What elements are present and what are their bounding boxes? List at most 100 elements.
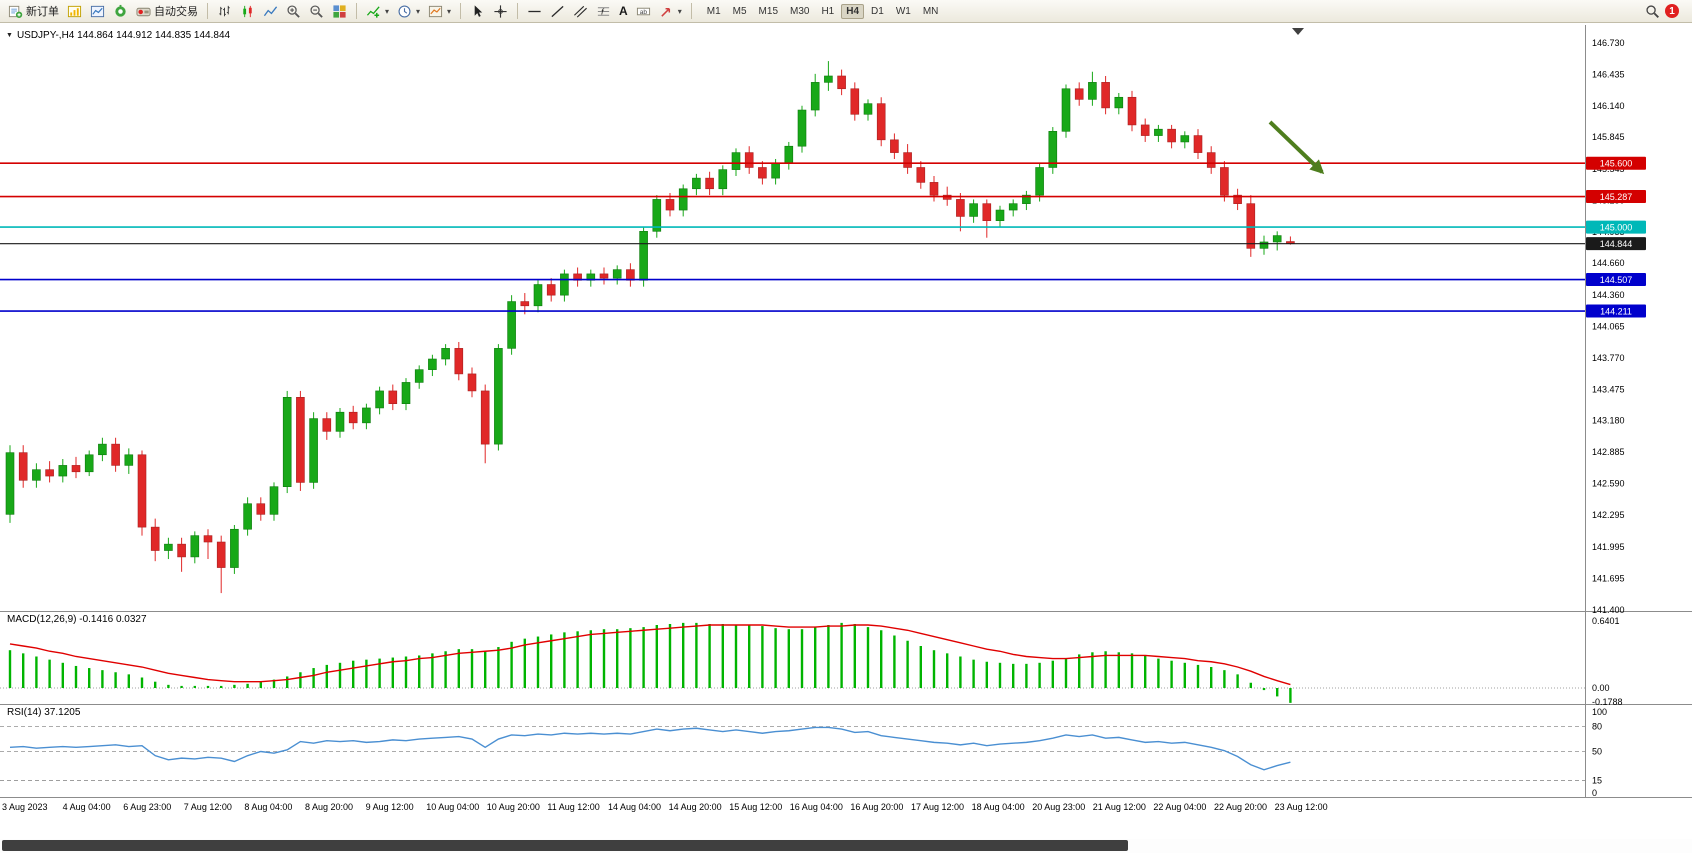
rsi-label: RSI(14) 37.1205	[7, 707, 81, 718]
rsi-scale-label: 50	[1592, 747, 1602, 757]
channel-button[interactable]	[570, 2, 591, 20]
trend-arrow[interactable]	[1268, 120, 1325, 175]
scrollbar-thumb[interactable]	[2, 840, 1128, 851]
search-button[interactable]	[1642, 2, 1663, 20]
timeframe-button-mn[interactable]: MN	[922, 5, 939, 17]
timeframe-button-h1[interactable]: H1	[821, 5, 835, 17]
candle-down	[1101, 82, 1110, 109]
timeframe-button-m30[interactable]: M30	[790, 5, 810, 17]
horizontal-scrollbar[interactable]	[0, 839, 1692, 853]
indicators-button[interactable]: ▾	[363, 2, 392, 20]
price-axis-label: 146.730	[1592, 38, 1625, 48]
market-watch-button[interactable]	[87, 2, 108, 20]
new-order-button[interactable]: 新订单	[5, 2, 62, 20]
candle-up	[1259, 241, 1269, 249]
candle-up	[639, 231, 648, 281]
candle-down	[480, 390, 490, 445]
timeframe-button-h4[interactable]: H4	[841, 3, 865, 19]
candle-up	[1272, 235, 1282, 243]
candle-down	[150, 526, 160, 551]
time-axis-label: 18 Aug 04:00	[972, 802, 1025, 812]
auto-trading-button[interactable]: 自动交易	[133, 2, 201, 20]
candle-up	[1114, 96, 1124, 109]
horizontal-line-button[interactable]	[524, 2, 545, 20]
line-view-button[interactable]	[260, 2, 281, 20]
price-level-tag	[1586, 156, 1646, 170]
candlestick-icon	[243, 5, 252, 17]
zoom-out-button[interactable]	[306, 2, 327, 20]
candle-down	[744, 152, 754, 168]
chart-shift-marker[interactable]	[1292, 28, 1304, 35]
tile-windows-icon	[333, 4, 346, 18]
price-level-tag-label: 144.211	[1600, 307, 1632, 317]
candle-up	[824, 75, 833, 83]
candle-up	[652, 199, 662, 232]
chevron-down-icon: ▾	[677, 6, 682, 16]
crosshair-button[interactable]	[490, 2, 511, 20]
trendline-button[interactable]	[547, 2, 568, 20]
toolbar-separator	[460, 3, 462, 19]
ohlc-bars-icon	[219, 5, 230, 16]
candle-up	[335, 411, 345, 432]
candles-view-button[interactable]	[237, 2, 258, 20]
candle-down	[890, 139, 899, 153]
price-axis-label: 141.400	[1592, 605, 1625, 615]
timeframe-button-m1[interactable]: M1	[706, 5, 721, 17]
zoom-in-button[interactable]	[283, 2, 304, 20]
candle-down	[1140, 124, 1150, 136]
candle-up	[731, 152, 741, 170]
time-axis-label: 15 Aug 12:00	[729, 802, 782, 812]
text-tool-button[interactable]: A	[616, 2, 631, 20]
timeframe-button-d1[interactable]: D1	[871, 5, 884, 17]
templates-button[interactable]: ▾	[425, 2, 454, 20]
chart-collapse-icon[interactable]: ▼	[6, 32, 13, 39]
rsi-scale-label: 80	[1592, 722, 1602, 732]
price-axis-label: 142.885	[1592, 447, 1625, 457]
chevron-down-icon: ▾	[416, 6, 421, 16]
candle-down	[705, 177, 714, 190]
zoom-out-icon	[310, 4, 323, 18]
time-axis-label: 3 Aug 2023	[2, 802, 48, 812]
notification-badge[interactable]: 1	[1665, 4, 1679, 18]
price-axis-label: 143.475	[1592, 384, 1625, 394]
arrows-tool-button[interactable]: ▾	[656, 2, 685, 20]
cursor-button[interactable]	[467, 2, 488, 20]
horizontal-line-icon	[528, 10, 541, 12]
timeframe-button-m5[interactable]: M5	[732, 5, 747, 17]
rsi-scale-label: 100	[1592, 707, 1607, 717]
price-level-tag-label: 144.507	[1600, 275, 1633, 285]
candle-down	[1233, 194, 1242, 204]
charts-button[interactable]	[64, 2, 85, 20]
candle-up	[362, 407, 371, 424]
new-order-icon	[8, 5, 23, 18]
timeframe-button-w1[interactable]: W1	[895, 5, 911, 17]
label-tool-button[interactable]: ab	[633, 2, 654, 20]
price-level-tag	[1586, 237, 1646, 251]
candle-down	[18, 452, 28, 481]
bar-chart-icon	[67, 5, 82, 17]
time-axis-label: 10 Aug 20:00	[487, 802, 540, 812]
fibonacci-icon: f	[597, 6, 610, 16]
candle-down	[454, 348, 464, 375]
candle-up	[1180, 135, 1190, 143]
candle-down	[837, 75, 846, 90]
svg-text:ab: ab	[639, 8, 647, 15]
macd-signal-line	[9, 624, 1291, 686]
candle-down	[1127, 96, 1137, 126]
refresh-button[interactable]	[110, 2, 131, 20]
candle-up	[771, 162, 780, 179]
rsi-line	[9, 726, 1291, 771]
price-level-tag-label: 145.600	[1600, 159, 1633, 169]
tile-windows-button[interactable]	[329, 2, 350, 20]
timeframe-button-m15[interactable]: M15	[758, 5, 778, 17]
candle-down	[388, 390, 398, 404]
candle-down	[982, 203, 992, 221]
fibonacci-button[interactable]: f	[593, 2, 614, 20]
candle-up	[1035, 167, 1044, 196]
bars-view-button[interactable]	[214, 2, 235, 20]
periods-button[interactable]: ▾	[394, 2, 423, 20]
candle-down	[467, 373, 477, 392]
candle-down	[599, 273, 609, 279]
